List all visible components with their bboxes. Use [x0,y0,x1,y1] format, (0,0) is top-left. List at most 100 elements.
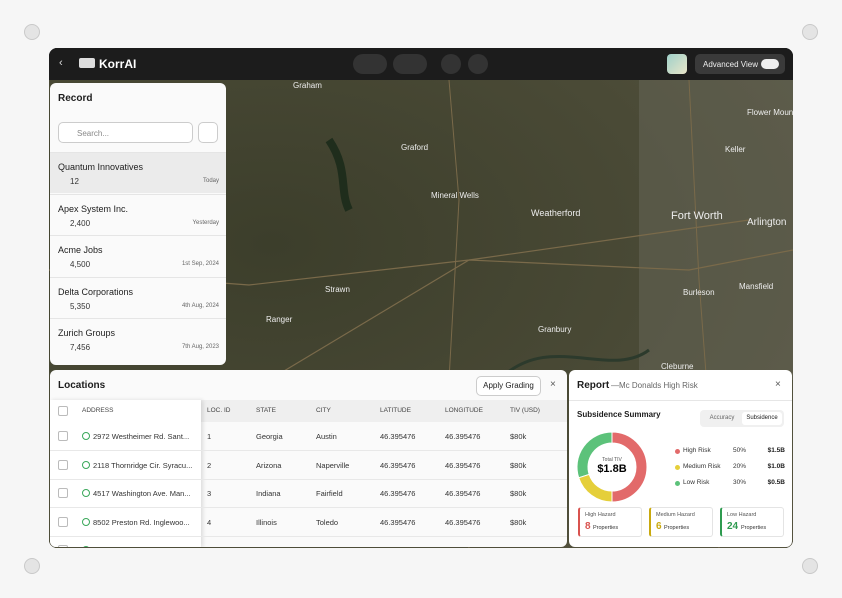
checkbox[interactable] [58,459,68,470]
cell: 1750 Ranchero Rd. Kerrville [93,546,187,547]
tab[interactable]: Accuracy [709,415,735,421]
cell: $80k [510,432,527,441]
donut-center-value: $1.8B [597,463,626,475]
legend-dot [675,465,680,470]
cell: 2 [207,460,212,470]
checkbox[interactable] [58,488,68,498]
hazard-unit: Properties [664,525,690,531]
record-date: Yesterday [192,219,219,226]
status-icon [82,432,90,440]
search-placeholder: Search... [77,129,110,138]
report-panel: Report —Mc Donalds High Risk × Subsidenc… [569,370,792,547]
divider [569,400,792,401]
comment-button[interactable] [441,54,461,74]
cell: 46.395476 [445,432,481,441]
hazard-label: Medium Hazard [656,512,695,518]
corner [24,558,40,574]
map-label: Arlington [747,217,786,228]
apply-grading-button[interactable]: Apply Grading [476,376,541,396]
tab-active[interactable]: Subsidence [742,412,782,425]
checkbox[interactable] [58,431,68,441]
hazard-count: 6 [656,521,662,532]
record-name: Delta Corporations [58,286,134,297]
record-date: 7th Aug, 2023 [181,344,219,350]
panel-subtitle: —Mc Donalds High Risk [611,381,698,390]
record-name: Apex System Inc. [58,203,129,214]
toggle-label: Advanced View [703,60,758,69]
column-header: LOC. ID [207,407,231,414]
legend-dot [675,449,680,454]
map-label: Strawn [325,285,350,294]
map-label: Mansfield [739,282,773,291]
upload-button[interactable] [353,54,387,74]
panel-title: Locations [58,380,106,391]
cell: Indiana [256,489,281,498]
record-date: Today [202,178,219,184]
map-thumbnail[interactable] [667,54,687,74]
map-label: Granbury [538,325,571,334]
advanced-view-toggle[interactable]: Advanced View [695,54,785,74]
legend-percent: 20% [733,463,747,470]
record-item[interactable]: Apex System Inc. 2,400 Yesterday [50,193,226,235]
close-button[interactable]: × [775,379,781,390]
legend-name: High Risk [683,447,711,454]
column-header: ADDRESS [82,407,114,414]
map-labels: Graham Graford Mineral Wells Weatherford… [266,81,793,371]
hazard-label: High Hazard [585,512,616,518]
status-icon [82,546,90,547]
map-label: Keller [725,145,746,154]
legend-dot [675,481,680,486]
hazard-unit: Properties [741,525,767,531]
panel-title: Record [58,93,93,104]
brand: KorrAI [99,57,137,71]
corner [24,24,40,40]
cell: 1 [207,432,212,441]
cell: Illinois [256,517,277,527]
cell: 2972 Westheimer Rd. Sant... [93,432,190,441]
search-box[interactable]: Search... [58,122,193,143]
shape-button[interactable] [393,54,427,74]
checkbox[interactable] [58,516,68,527]
cell: 46.395476 [445,489,481,498]
cell: Fairfield [316,489,343,498]
hazard-card: Medium Hazard 6 Properties [649,507,713,537]
map-label: Weatherford [531,208,580,218]
address-column [50,400,201,547]
play-button[interactable] [468,54,488,74]
cell: $80k [510,489,527,498]
locations-panel: Locations Apply Grading × ADDRESS LOC. ID… [50,370,567,547]
close-button[interactable]: × [550,379,556,390]
column-header: LATITUDE [380,407,411,414]
map-label: Mineral Wells [431,191,479,200]
hazard-card: High Hazard 8 Properties [578,507,642,537]
map-label: Ranger [266,315,293,324]
record-item[interactable]: Acme Jobs 4,500 1st Sep, 2024 [50,235,226,276]
record-name: Quantum Innovatives [58,162,144,172]
map-label: Graham [293,81,322,90]
record-item[interactable]: Quantum Innovatives 12 Today [50,152,226,193]
top-bar: ‹ KorrAI Advanced View [49,48,793,80]
checkbox[interactable] [58,545,68,547]
checkbox[interactable] [58,406,68,416]
record-item[interactable]: Zurich Groups 7,456 7th Aug, 2023 [50,318,226,359]
status-icon [82,517,90,526]
donut-segment [611,431,648,503]
cell: 46.395476 [445,517,481,527]
back-button[interactable]: ‹ [59,57,63,69]
column-header: CITY [316,407,331,414]
record-date: 4th Aug, 2024 [181,302,219,309]
column-header: STATE [256,407,276,414]
legend-name: Low Risk [683,479,710,486]
corner [802,24,818,40]
record-item[interactable]: Delta Corporations 5,350 4th Aug, 2024 [50,276,226,318]
record-count: 12 [70,177,79,186]
map-label: Burleson [683,288,715,297]
hazard-unit: Properties [593,525,619,531]
donut-segment [578,473,613,503]
filter-button[interactable] [198,122,218,143]
row-divider [50,478,567,480]
cell: 46.395476 [380,432,416,441]
record-panel: Record Search... Quantum Innovatives 12 To… [50,83,226,365]
tab-group: Accuracy Subsidence [700,410,784,427]
